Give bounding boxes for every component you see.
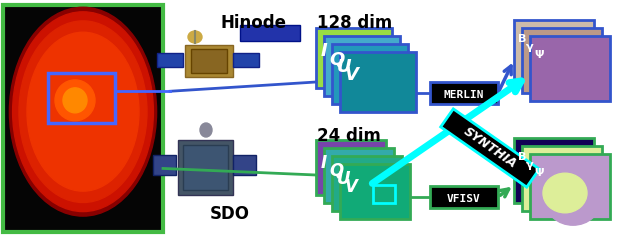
Bar: [233, 155, 256, 175]
Bar: [430, 82, 498, 104]
Bar: [522, 146, 602, 211]
Bar: [514, 20, 594, 85]
Bar: [240, 25, 300, 41]
Bar: [233, 53, 259, 67]
Bar: [340, 52, 416, 112]
Text: U: U: [337, 58, 351, 76]
Text: SYNTHIA: SYNTHIA: [461, 125, 519, 171]
Ellipse shape: [63, 88, 87, 113]
Bar: [514, 138, 594, 203]
Text: Hinode: Hinode: [220, 14, 286, 32]
Text: U: U: [337, 170, 351, 188]
Ellipse shape: [545, 175, 601, 225]
Text: 128 dim: 128 dim: [317, 14, 392, 32]
Bar: [340, 164, 410, 219]
Bar: [157, 53, 183, 67]
Bar: [191, 49, 227, 73]
Bar: [183, 145, 228, 190]
Text: γ: γ: [526, 42, 534, 52]
Text: I: I: [321, 42, 328, 60]
Bar: [316, 140, 386, 195]
Ellipse shape: [543, 173, 587, 213]
Text: SDO: SDO: [210, 205, 250, 223]
Bar: [185, 45, 233, 77]
Text: I: I: [321, 154, 327, 172]
Text: Q: Q: [329, 50, 344, 68]
Text: B: B: [518, 152, 526, 162]
Text: V: V: [345, 178, 358, 196]
Text: VFISV: VFISV: [447, 194, 481, 204]
Bar: [530, 36, 610, 101]
Ellipse shape: [55, 80, 95, 121]
Bar: [324, 148, 394, 203]
Bar: [441, 109, 540, 187]
Bar: [430, 186, 498, 208]
Bar: [178, 140, 233, 195]
Bar: [316, 28, 392, 88]
Bar: [324, 36, 400, 96]
Bar: [48, 73, 115, 123]
Bar: [373, 185, 395, 203]
Bar: [522, 28, 602, 93]
Bar: [332, 44, 408, 104]
Ellipse shape: [13, 12, 154, 212]
Text: Ψ: Ψ: [534, 168, 543, 178]
Text: γ: γ: [526, 160, 534, 170]
Ellipse shape: [27, 32, 139, 191]
Text: Q: Q: [329, 162, 343, 180]
Ellipse shape: [200, 123, 212, 137]
Ellipse shape: [188, 31, 202, 43]
Text: 24 dim: 24 dim: [317, 127, 381, 145]
Ellipse shape: [19, 21, 147, 202]
Bar: [3, 5, 163, 232]
Text: MERLIN: MERLIN: [444, 90, 484, 100]
Text: V: V: [345, 66, 359, 84]
Text: B: B: [518, 34, 526, 44]
Ellipse shape: [10, 7, 157, 216]
Bar: [153, 155, 176, 175]
Text: Ψ: Ψ: [534, 50, 543, 60]
Bar: [530, 154, 610, 219]
Bar: [332, 156, 402, 211]
